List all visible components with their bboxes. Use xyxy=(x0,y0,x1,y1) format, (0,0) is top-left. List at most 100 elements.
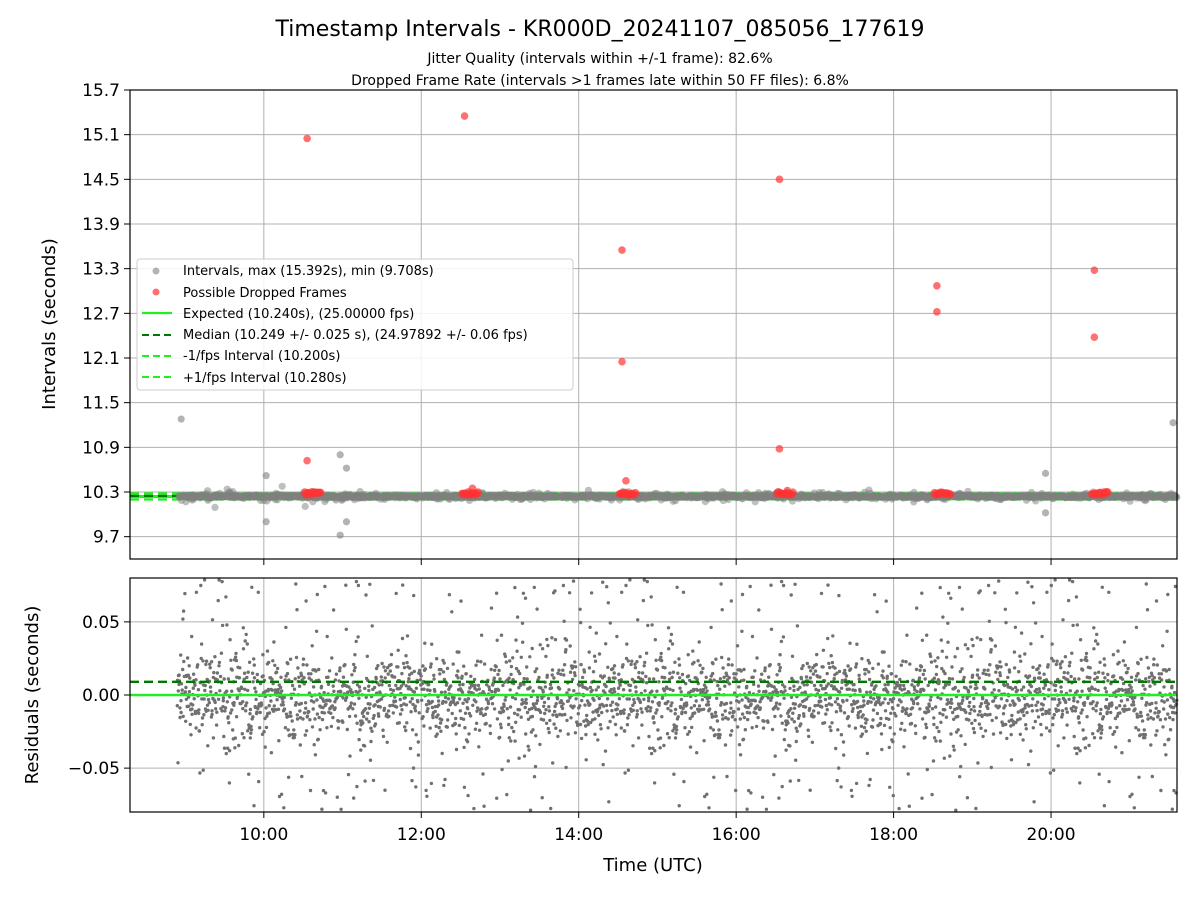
residual-point xyxy=(605,704,608,707)
dropped-frame-point xyxy=(933,308,941,316)
residual-point xyxy=(897,807,900,810)
residual-point xyxy=(971,674,974,677)
residual-point xyxy=(663,666,666,669)
residual-point xyxy=(456,669,459,672)
residual-point xyxy=(491,702,494,705)
intervals-panel: 9.710.310.911.512.112.713.313.914.515.11… xyxy=(39,81,1180,565)
residual-point xyxy=(268,711,271,714)
residual-point xyxy=(392,689,395,692)
interval-point xyxy=(1169,419,1176,426)
residual-point xyxy=(979,638,982,641)
residual-point xyxy=(182,609,185,612)
residual-point xyxy=(972,705,975,708)
residual-point xyxy=(273,704,276,707)
residual-point xyxy=(660,715,663,718)
residual-point xyxy=(518,672,521,675)
residual-point xyxy=(415,733,418,736)
residual-point xyxy=(188,664,191,667)
residual-point xyxy=(400,708,403,711)
residual-point xyxy=(839,705,842,708)
residual-point xyxy=(386,741,389,744)
residual-point xyxy=(728,676,731,679)
residual-point xyxy=(321,718,324,721)
residual-point xyxy=(358,689,361,692)
residual-point xyxy=(197,712,200,715)
residual-point xyxy=(510,726,513,729)
residual-point xyxy=(530,707,533,710)
residual-point xyxy=(293,736,296,739)
residual-point xyxy=(693,711,696,714)
residual-point xyxy=(375,677,378,680)
residual-point xyxy=(291,684,294,687)
residual-point xyxy=(915,606,918,609)
residual-point xyxy=(707,806,710,809)
residual-point xyxy=(687,653,690,656)
residual-point xyxy=(409,747,412,750)
residual-point xyxy=(875,610,878,613)
residual-point xyxy=(312,700,315,703)
residual-point xyxy=(276,667,279,670)
residual-point xyxy=(669,639,672,642)
residual-point xyxy=(366,655,369,658)
residual-point xyxy=(657,680,660,683)
residual-point xyxy=(702,739,705,742)
residual-point xyxy=(543,701,546,704)
residual-point xyxy=(702,708,705,711)
legend-label-minus-fps: -1/fps Interval (10.200s) xyxy=(183,349,340,364)
residual-point xyxy=(935,726,938,729)
residual-point xyxy=(465,700,468,703)
residual-point xyxy=(506,707,509,710)
residual-point xyxy=(463,726,466,729)
residual-point xyxy=(554,638,557,641)
residual-point xyxy=(474,700,477,703)
residual-point xyxy=(247,671,250,674)
residual-point xyxy=(229,711,232,714)
residual-point xyxy=(241,707,244,710)
residual-point xyxy=(413,690,416,693)
dropped-frame-point xyxy=(317,489,325,497)
residual-point xyxy=(727,663,730,666)
residual-point xyxy=(901,710,904,713)
residual-point xyxy=(991,719,994,722)
residual-point xyxy=(736,725,739,728)
residual-point xyxy=(259,711,262,714)
residual-point xyxy=(678,676,681,679)
residual-point xyxy=(249,732,252,735)
residual-point xyxy=(611,701,614,704)
residual-point xyxy=(805,675,808,678)
residual-point xyxy=(634,690,637,693)
residual-point xyxy=(399,698,402,701)
residual-point xyxy=(405,661,408,664)
residual-point xyxy=(841,679,844,682)
residual-point xyxy=(551,673,554,676)
residual-point xyxy=(554,727,557,730)
residual-point xyxy=(660,652,663,655)
residual-point xyxy=(510,665,513,668)
residual-point xyxy=(887,683,890,686)
residual-point xyxy=(915,690,918,693)
residual-point xyxy=(358,685,361,688)
residual-point xyxy=(678,687,681,690)
residual-point xyxy=(610,709,613,712)
residual-point xyxy=(973,731,976,734)
residual-point xyxy=(708,707,711,710)
residual-point xyxy=(836,728,839,731)
residual-point xyxy=(896,704,899,707)
residual-point xyxy=(328,699,331,702)
dropped-frame-point xyxy=(776,445,784,453)
residual-point xyxy=(778,702,781,705)
residual-point xyxy=(773,715,776,718)
residual-point xyxy=(429,726,432,729)
residual-point xyxy=(757,684,760,687)
residual-point xyxy=(837,766,840,769)
residual-point xyxy=(249,736,252,739)
residual-point xyxy=(933,659,936,662)
residual-point xyxy=(354,714,357,717)
residual-point xyxy=(933,736,936,739)
residual-point xyxy=(459,599,462,602)
residual-point xyxy=(884,709,887,712)
residual-point xyxy=(242,647,245,650)
residual-point xyxy=(594,660,597,663)
residual-point xyxy=(377,715,380,718)
residual-point xyxy=(288,733,291,736)
